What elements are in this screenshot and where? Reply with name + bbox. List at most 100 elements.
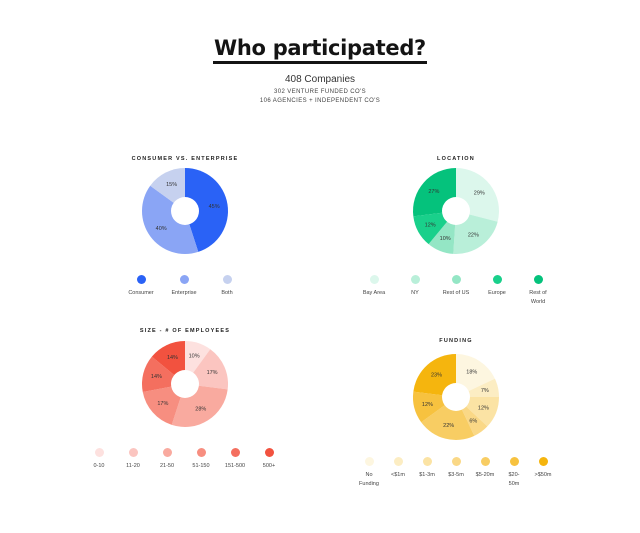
slice-no-funding [456,354,495,397]
slice-label: 15% [166,182,177,188]
legend-item-500: 500+ [249,448,289,471]
legend-swatch-icon [480,457,490,466]
funding-donut: 18% 7% 12% 6% 22% 12% 23% [413,354,499,440]
slice-label: 22% [443,423,454,429]
legend-label: $5-20m [475,472,495,478]
legend-swatch-icon [451,275,461,284]
slice-label: 14% [151,374,162,380]
slice-label: 29% [474,190,485,196]
legend-swatch-icon [393,457,403,466]
legend-label: No Funding [359,472,379,487]
legend-swatch-icon [94,448,104,457]
slice-label: 40% [156,226,167,232]
slice-label: 10% [189,353,200,359]
slice-label: 45% [209,204,220,210]
legend-item-europe: Europe [477,275,517,298]
legend-item-51-150: 51-150 [181,448,221,471]
slice-label: 12% [422,402,433,408]
legend-label: $20- 50m [508,472,520,487]
legend-swatch-icon [222,275,232,284]
page-title: Who participated? [0,36,640,64]
legend-label: 51-150 [192,463,210,469]
legend-item-consumer: Consumer [121,275,161,298]
donut-hole [171,197,199,225]
donut-hole [442,383,470,411]
legend-label: $3-5m [448,472,464,478]
legend-label: NY [411,290,419,296]
legend-item-20-50m: $20- 50m [494,457,534,489]
slice-label: 12% [425,223,436,229]
donut-hole [442,197,470,225]
legend-swatch-icon [136,275,146,284]
legend-label: 151-500 [224,463,246,469]
legend-label: <$1m [391,472,405,478]
size-donut: 10% 17% 28% 17% 14% 14% [142,341,228,427]
size-chart-title: SIZE - # OF EMPLOYEES [139,328,231,334]
legend-item-no-funding: No Funding [349,457,389,489]
slice-label: 6% [469,418,477,424]
legend-item-both: Both [207,275,247,298]
legend-label: Both [221,290,233,296]
legend-label: 500+ [262,463,276,469]
legend-label: 21-50 [159,463,175,469]
legend-item-50m: >$50m [523,457,563,480]
legend-label: Europe [488,290,506,296]
legend-label: Rest of US [442,290,470,296]
legend-item-ny: NY [395,275,435,298]
slice-label: 17% [207,370,218,376]
legend-label: Rest of World [529,290,547,305]
legend-item-bay-area: Bay Area [354,275,394,298]
legend-swatch-icon [369,275,379,284]
slice-label: 28% [195,406,206,412]
venture-funded-count: 302 VENTURE FUNDED CO'S [273,89,367,95]
legend-label: Bay Area [362,290,386,296]
companies-count: 408 Companies [284,74,356,85]
slice-51-150 [142,384,185,425]
slice-50m [413,354,456,397]
legend-swatch-icon [179,275,189,284]
slice-label: 27% [428,189,439,195]
legend-label: $1-3m [419,472,435,478]
location-donut: 29% 22% 10% 12% 27% [413,168,499,254]
slice-label: 7% [481,388,489,394]
legend-item-rest-of-us: Rest of US [436,275,476,298]
legend-swatch-icon [128,448,138,457]
slice-consumer [185,168,228,252]
location-chart-title: LOCATION [437,156,475,162]
slice-label: 17% [157,401,168,407]
slice-label: 18% [466,370,477,376]
legend-swatch-icon [264,448,274,457]
slice-label: 10% [440,236,451,242]
legend-label: Consumer [128,290,154,296]
legend-swatch-icon [162,448,172,457]
slice-enterprise [142,185,199,254]
legend-swatch-icon [196,448,206,457]
legend-item-3-5m: $3-5m [436,457,476,480]
legend-swatch-icon [422,457,432,466]
legend-item-rest-of-world: Rest of World [518,275,558,307]
slice-label: 22% [468,232,479,238]
consumer-chart-title: CONSUMER VS. ENTERPRISE [131,156,239,162]
legend-swatch-icon [533,275,543,284]
legend-item-enterprise: Enterprise [164,275,204,298]
donut-hole [171,370,199,398]
legend-swatch-icon [230,448,240,457]
legend-swatch-icon [538,457,548,466]
legend-item-21-50: 21-50 [147,448,187,471]
legend-item-11-20: 11-20 [113,448,153,471]
slice-label: 23% [431,372,442,378]
legend-item-151-500: 151-500 [215,448,255,471]
legend-item-1-3m: $1-3m [407,457,447,480]
agencies-count: 106 AGENCIES + INDEPENDENT CO'S [259,98,381,104]
consumer-donut: 45% 40% 15% [142,168,228,254]
legend-swatch-icon [509,457,519,466]
legend-swatch-icon [364,457,374,466]
legend-swatch-icon [410,275,420,284]
legend-swatch-icon [492,275,502,284]
legend-label: >$50m [534,472,552,478]
legend-item-1m: <$1m [378,457,418,480]
funding-chart-title: FUNDING [439,338,473,344]
legend-item-0-10: 0-10 [79,448,119,471]
legend-label: 11-20 [126,463,140,469]
legend-label: 0-10 [93,463,105,469]
